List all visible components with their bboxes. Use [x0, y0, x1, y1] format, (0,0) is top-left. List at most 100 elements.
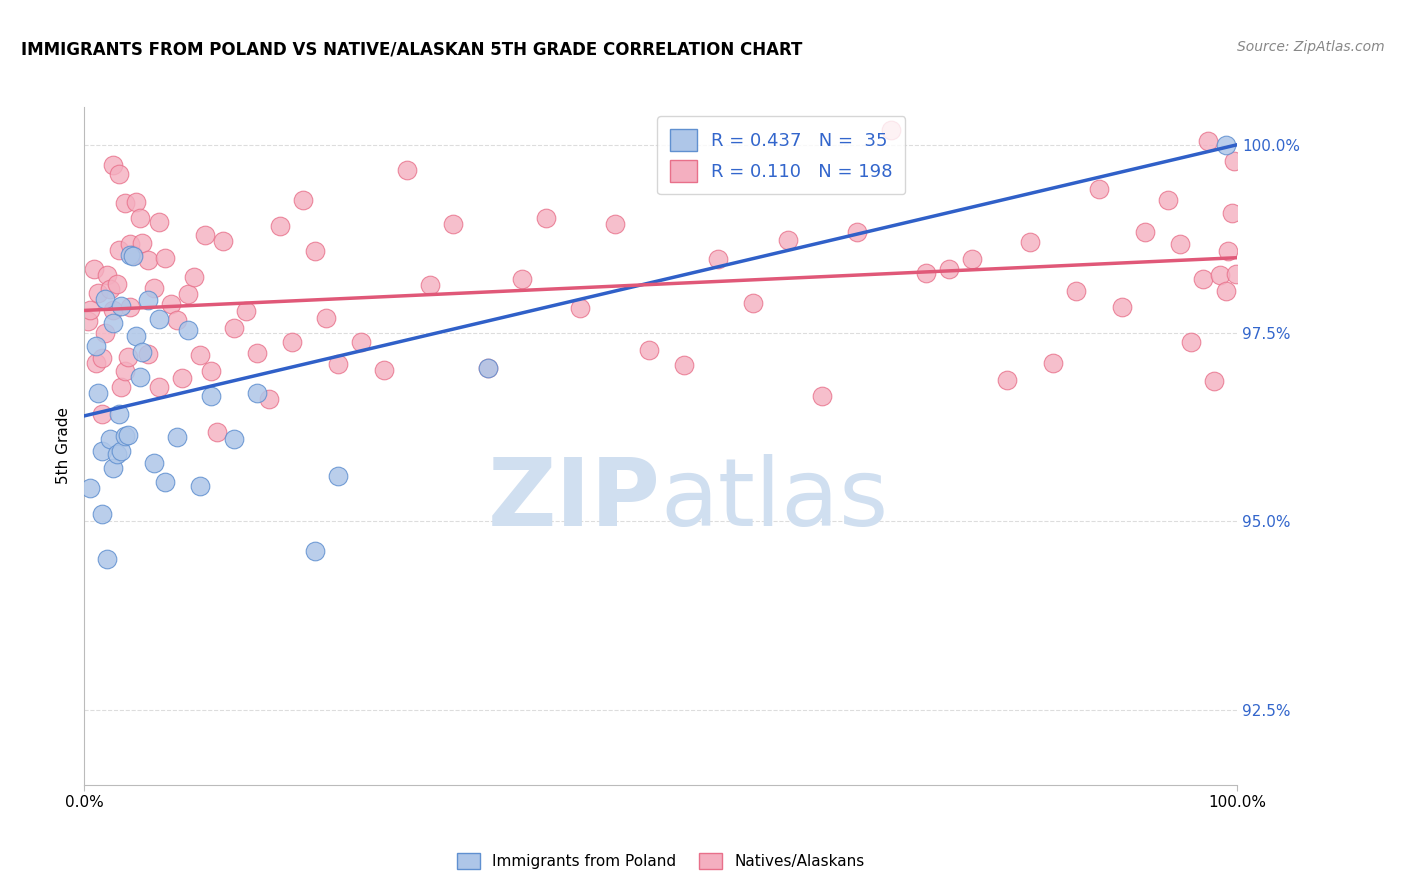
Point	[603, 217, 626, 231]
Point	[477, 361, 499, 376]
Point	[148, 214, 170, 228]
Point	[257, 392, 280, 406]
Point	[110, 443, 132, 458]
Point	[1180, 335, 1202, 350]
Point	[98, 282, 121, 296]
Point	[845, 225, 868, 239]
Legend: R = 0.437   N =  35, R = 0.110   N = 198: R = 0.437 N = 35, R = 0.110 N = 198	[657, 116, 905, 194]
Point	[441, 217, 464, 231]
Text: ZIP: ZIP	[488, 454, 661, 546]
Point	[79, 303, 101, 318]
Point	[160, 296, 183, 310]
Point	[94, 292, 117, 306]
Point	[1042, 356, 1064, 370]
Point	[326, 357, 349, 371]
Point	[326, 469, 349, 483]
Text: Source: ZipAtlas.com: Source: ZipAtlas.com	[1237, 40, 1385, 54]
Point	[84, 338, 107, 352]
Point	[188, 348, 211, 362]
Point	[103, 316, 124, 330]
Point	[183, 270, 205, 285]
Point	[1216, 244, 1239, 258]
Point	[136, 252, 159, 267]
Point	[177, 286, 200, 301]
Point	[1220, 206, 1243, 220]
Point	[142, 456, 165, 470]
Point	[117, 428, 139, 442]
Point	[103, 158, 124, 172]
Point	[83, 261, 105, 276]
Point	[142, 281, 165, 295]
Point	[1064, 284, 1087, 298]
Point	[235, 303, 257, 318]
Point	[136, 293, 159, 307]
Point	[166, 430, 188, 444]
Point	[148, 380, 170, 394]
Point	[125, 195, 148, 210]
Point	[114, 364, 136, 378]
Point	[211, 235, 233, 249]
Point	[114, 196, 136, 211]
Point	[915, 267, 938, 281]
Point	[117, 350, 139, 364]
Point	[148, 311, 170, 326]
Point	[707, 252, 730, 266]
Point	[1018, 235, 1040, 249]
Point	[995, 373, 1018, 387]
Point	[292, 194, 315, 208]
Y-axis label: 5th Grade: 5th Grade	[56, 408, 72, 484]
Point	[90, 407, 112, 421]
Point	[105, 447, 128, 461]
Point	[128, 369, 150, 384]
Point	[103, 460, 124, 475]
Point	[742, 295, 765, 310]
Point	[194, 227, 217, 242]
Point	[1191, 272, 1213, 286]
Point	[87, 285, 110, 300]
Point	[304, 544, 326, 558]
Point	[114, 429, 136, 443]
Point	[1223, 153, 1246, 168]
Point	[638, 343, 661, 357]
Point	[121, 249, 143, 263]
Point	[108, 243, 131, 257]
Point	[90, 507, 112, 521]
Point	[1133, 225, 1156, 239]
Legend: Immigrants from Poland, Natives/Alaskans: Immigrants from Poland, Natives/Alaskans	[451, 847, 870, 875]
Point	[880, 122, 903, 136]
Point	[131, 236, 153, 251]
Point	[108, 167, 131, 181]
Point	[811, 389, 834, 403]
Point	[1088, 182, 1111, 196]
Point	[1225, 267, 1247, 281]
Point	[120, 300, 142, 314]
Point	[1204, 374, 1226, 388]
Point	[269, 219, 291, 233]
Point	[128, 211, 150, 225]
Point	[98, 432, 121, 446]
Point	[373, 363, 395, 377]
Point	[121, 247, 143, 261]
Point	[90, 444, 112, 458]
Point	[90, 351, 112, 366]
Point	[1215, 137, 1237, 152]
Point	[96, 552, 118, 566]
Point	[1209, 268, 1232, 282]
Point	[120, 248, 142, 262]
Point	[396, 162, 419, 177]
Point	[246, 346, 269, 360]
Point	[1168, 236, 1191, 251]
Point	[419, 277, 441, 292]
Point	[76, 314, 98, 328]
Point	[87, 386, 110, 401]
Point	[84, 356, 107, 370]
Point	[166, 313, 188, 327]
Point	[315, 311, 337, 326]
Point	[350, 334, 373, 349]
Point	[569, 301, 592, 315]
Text: IMMIGRANTS FROM POLAND VS NATIVE/ALASKAN 5TH GRADE CORRELATION CHART: IMMIGRANTS FROM POLAND VS NATIVE/ALASKAN…	[21, 40, 803, 58]
Point	[110, 299, 132, 313]
Point	[281, 335, 304, 350]
Point	[136, 347, 159, 361]
Point	[776, 233, 799, 247]
